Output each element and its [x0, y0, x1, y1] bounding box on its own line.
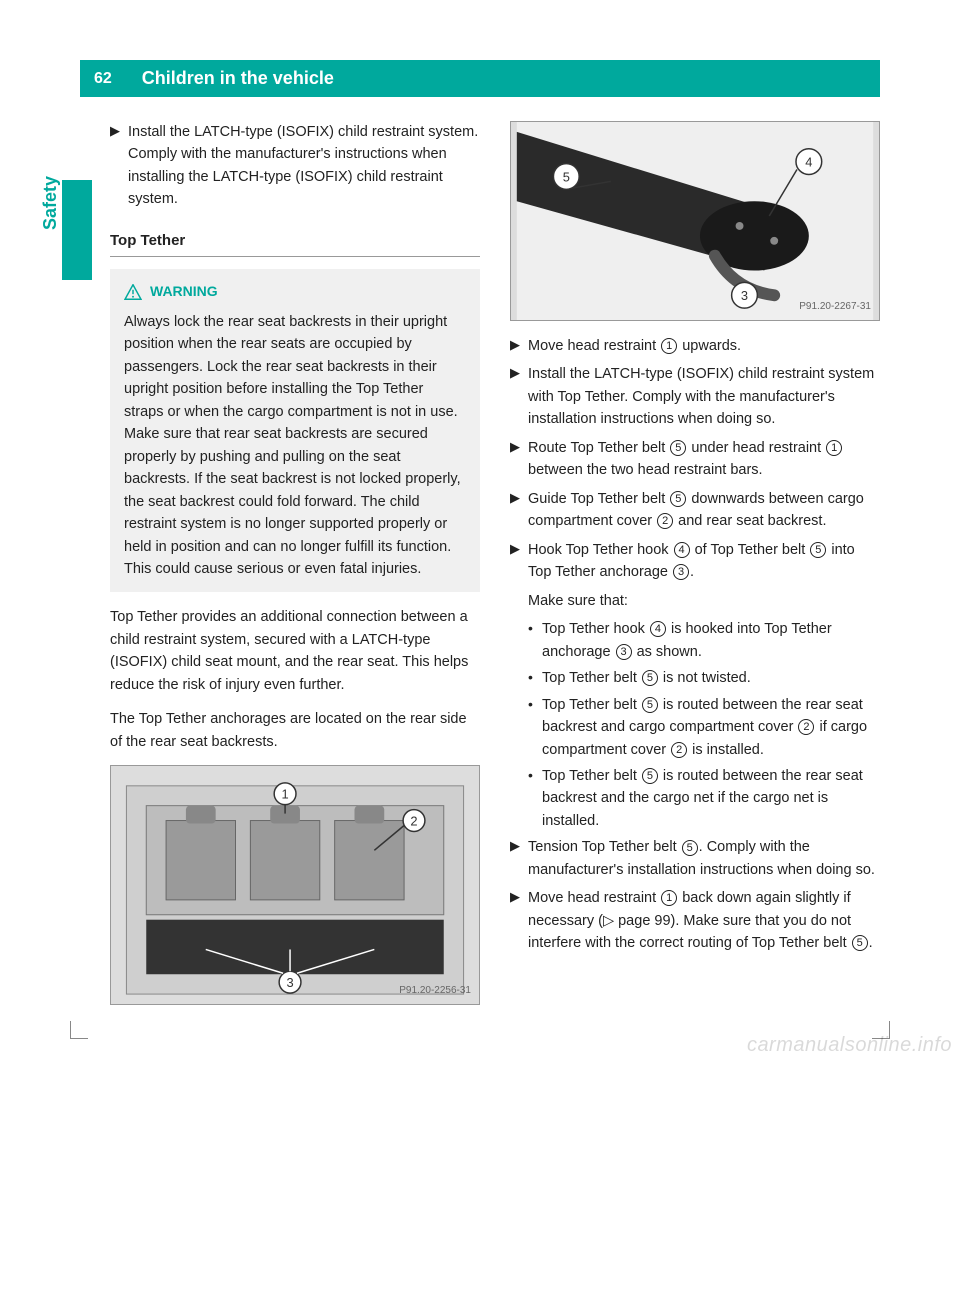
bullet-icon: •: [528, 618, 542, 663]
arrow-icon: ▶: [510, 539, 528, 584]
circled-number-icon: 4: [674, 542, 690, 558]
circled-number-icon: 3: [673, 564, 689, 580]
circled-number-icon: 1: [661, 338, 677, 354]
header-bar: 62 Children in the vehicle: [80, 60, 880, 97]
warning-header: WARNING: [124, 281, 466, 303]
make-sure-list: •Top Tether hook 4 is hooked into Top Te…: [510, 618, 880, 832]
circled-number-icon: 1: [661, 890, 677, 906]
instruction-text: Top Tether belt 5 is routed between the …: [542, 765, 880, 832]
instruction-text: Move head restraint 1 upwards.: [528, 335, 880, 357]
instruction-text: Install the LATCH-type (ISOFIX) child re…: [128, 121, 480, 211]
instruction-text: Hook Top Tether hook 4 of Top Tether bel…: [528, 539, 880, 584]
arrow-icon: ▶: [510, 335, 528, 357]
arrow-icon: ▶: [110, 121, 128, 211]
final-instruction-list: ▶Tension Top Tether belt 5. Comply with …: [510, 836, 880, 954]
right-column: 4 5 3 P91.20-2267-31 ▶Move head restrain…: [510, 121, 880, 1019]
svg-text:2: 2: [410, 814, 417, 829]
body-paragraph: Top Tether provides an additional connec…: [110, 606, 480, 696]
arrow-icon: ▶: [510, 363, 528, 430]
instruction-item: ▶Move head restraint 1 upwards.: [510, 335, 880, 357]
instruction-item: ▶Tension Top Tether belt 5. Comply with …: [510, 836, 880, 881]
cargo-illustration-icon: 1 2 3: [111, 766, 479, 1004]
instruction-item: ▶Install the LATCH-type (ISOFIX) child r…: [510, 363, 880, 430]
instruction-text: Move head restraint 1 back down again sl…: [528, 887, 880, 954]
instruction-text: Top Tether belt 5 is not twisted.: [542, 667, 880, 689]
sub-bullet-item: •Top Tether belt 5 is routed between the…: [528, 694, 880, 761]
circled-number-icon: 2: [671, 742, 687, 758]
circled-number-icon: 5: [682, 840, 698, 856]
content-columns: ▶ Install the LATCH-type (ISOFIX) child …: [110, 121, 880, 1019]
circled-number-icon: 5: [670, 491, 686, 507]
circled-number-icon: 5: [670, 440, 686, 456]
sub-bullet-item: •Top Tether belt 5 is routed between the…: [528, 765, 880, 832]
circled-number-icon: 5: [642, 697, 658, 713]
tether-illustration-icon: 4 5 3: [511, 122, 879, 320]
instruction-text: Top Tether belt 5 is routed between the …: [542, 694, 880, 761]
sub-bullet-item: •Top Tether belt 5 is not twisted.: [528, 667, 880, 689]
sub-bullet-item: •Top Tether hook 4 is hooked into Top Te…: [528, 618, 880, 663]
page-number: 62: [80, 60, 126, 97]
side-label: Safety: [40, 176, 61, 230]
figure-label: P91.20-2267-31: [799, 299, 871, 315]
figure-label: P91.20-2256-31: [399, 983, 471, 999]
bullet-icon: •: [528, 765, 542, 832]
instruction-text: Tension Top Tether belt 5. Comply with t…: [528, 836, 880, 881]
svg-text:3: 3: [286, 975, 293, 990]
circled-number-icon: 5: [642, 768, 658, 784]
page-container: Safety 62 Children in the vehicle ▶ Inst…: [0, 0, 960, 1059]
warning-triangle-icon: [124, 284, 142, 300]
circled-number-icon: 5: [810, 542, 826, 558]
circled-number-icon: 5: [642, 670, 658, 686]
arrow-icon: ▶: [510, 836, 528, 881]
svg-text:5: 5: [563, 169, 570, 184]
instruction-text: Install the LATCH-type (ISOFIX) child re…: [528, 363, 880, 430]
warning-label: WARNING: [150, 281, 218, 303]
watermark: carmanualsonline.info: [747, 1034, 952, 1057]
circled-number-icon: 2: [798, 719, 814, 735]
svg-text:1: 1: [281, 787, 288, 802]
svg-text:3: 3: [741, 288, 748, 303]
svg-text:4: 4: [805, 155, 812, 170]
instruction-item: ▶Move head restraint 1 back down again s…: [510, 887, 880, 954]
arrow-icon: ▶: [510, 437, 528, 482]
circled-number-icon: 4: [650, 621, 666, 637]
circled-number-icon: 2: [657, 513, 673, 529]
circled-number-icon: 1: [826, 440, 842, 456]
section-heading-top-tether: Top Tether: [110, 229, 480, 257]
crop-mark-icon: [70, 1021, 88, 1039]
arrow-icon: ▶: [510, 488, 528, 533]
make-sure-label: Make sure that:: [528, 590, 880, 612]
instruction-text: Route Top Tether belt 5 under head restr…: [528, 437, 880, 482]
circled-number-icon: 5: [852, 935, 868, 951]
bullet-icon: •: [528, 667, 542, 689]
header-title: Children in the vehicle: [126, 60, 880, 97]
instruction-item: ▶Guide Top Tether belt 5 downwards betwe…: [510, 488, 880, 533]
warning-text: Always lock the rear seat backrests in t…: [124, 311, 466, 581]
side-tab: [62, 180, 92, 280]
instruction-text: Guide Top Tether belt 5 downwards betwee…: [528, 488, 880, 533]
arrow-icon: ▶: [510, 887, 528, 954]
instruction-item: ▶Hook Top Tether hook 4 of Top Tether be…: [510, 539, 880, 584]
instruction-item: ▶ Install the LATCH-type (ISOFIX) child …: [110, 121, 480, 211]
body-paragraph: The Top Tether anchorages are located on…: [110, 708, 480, 753]
warning-box: WARNING Always lock the rear seat backre…: [110, 269, 480, 592]
figure-rear-cargo: 1 2 3 P91.20-2256-31: [110, 765, 480, 1005]
instruction-item: ▶Route Top Tether belt 5 under head rest…: [510, 437, 880, 482]
figure-tether-closeup: 4 5 3 P91.20-2267-31: [510, 121, 880, 321]
instruction-text: Top Tether hook 4 is hooked into Top Tet…: [542, 618, 880, 663]
bullet-icon: •: [528, 694, 542, 761]
circled-number-icon: 3: [616, 644, 632, 660]
right-instruction-list: ▶Move head restraint 1 upwards.▶Install …: [510, 335, 880, 584]
intro-instruction-list: ▶ Install the LATCH-type (ISOFIX) child …: [110, 121, 480, 211]
left-column: ▶ Install the LATCH-type (ISOFIX) child …: [110, 121, 480, 1019]
